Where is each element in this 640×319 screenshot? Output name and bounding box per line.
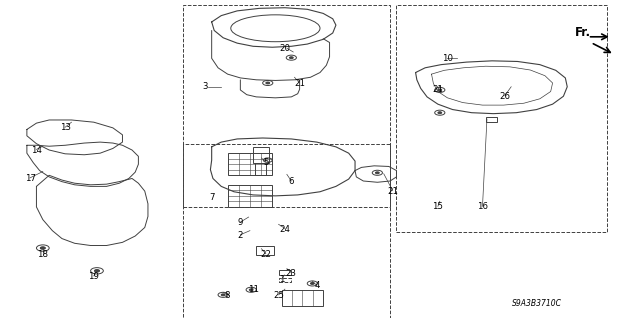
Text: 1: 1	[279, 275, 285, 284]
Text: 20: 20	[280, 44, 291, 53]
Text: 21: 21	[294, 79, 305, 88]
Text: S9A3B3710C: S9A3B3710C	[511, 299, 562, 308]
Bar	[183, 4, 390, 207]
Text: Fr.: Fr.	[575, 26, 591, 39]
Text: 10: 10	[442, 54, 453, 63]
Text: 21: 21	[387, 187, 398, 196]
Circle shape	[376, 172, 380, 174]
Bar	[228, 153, 272, 175]
Circle shape	[438, 112, 442, 114]
Text: 17: 17	[24, 174, 36, 183]
Text: 9: 9	[237, 218, 243, 227]
Circle shape	[438, 89, 442, 91]
Bar	[255, 163, 266, 175]
Circle shape	[289, 57, 293, 59]
Text: 21: 21	[433, 85, 444, 94]
Circle shape	[266, 82, 269, 84]
Text: 23: 23	[286, 269, 297, 278]
Text: 24: 24	[280, 225, 291, 234]
Text: 3: 3	[202, 82, 208, 91]
Circle shape	[40, 247, 45, 249]
Text: 19: 19	[88, 272, 99, 281]
Bar	[183, 144, 390, 318]
Text: 2: 2	[237, 231, 243, 240]
Text: 18: 18	[37, 250, 48, 259]
Text: 16: 16	[477, 203, 488, 211]
Text: 26: 26	[499, 92, 510, 101]
Text: 8: 8	[225, 291, 230, 300]
Bar	[256, 246, 274, 255]
Text: 7: 7	[209, 193, 214, 202]
Circle shape	[221, 294, 225, 296]
Text: 22: 22	[260, 250, 271, 259]
Text: 6: 6	[289, 177, 294, 186]
Bar	[396, 4, 607, 232]
Bar	[228, 185, 272, 207]
Text: 14: 14	[31, 145, 42, 154]
Text: 13: 13	[60, 123, 70, 132]
Bar	[486, 117, 497, 122]
Text: 11: 11	[248, 285, 259, 294]
Circle shape	[249, 289, 253, 291]
Circle shape	[95, 270, 100, 272]
Circle shape	[310, 283, 314, 285]
Bar	[282, 290, 323, 306]
Bar	[278, 270, 291, 275]
Text: 4: 4	[314, 281, 319, 291]
Bar	[278, 278, 291, 282]
Text: 5: 5	[263, 158, 269, 167]
Text: 25: 25	[273, 291, 284, 300]
Bar	[253, 147, 269, 163]
Text: 15: 15	[433, 203, 444, 211]
